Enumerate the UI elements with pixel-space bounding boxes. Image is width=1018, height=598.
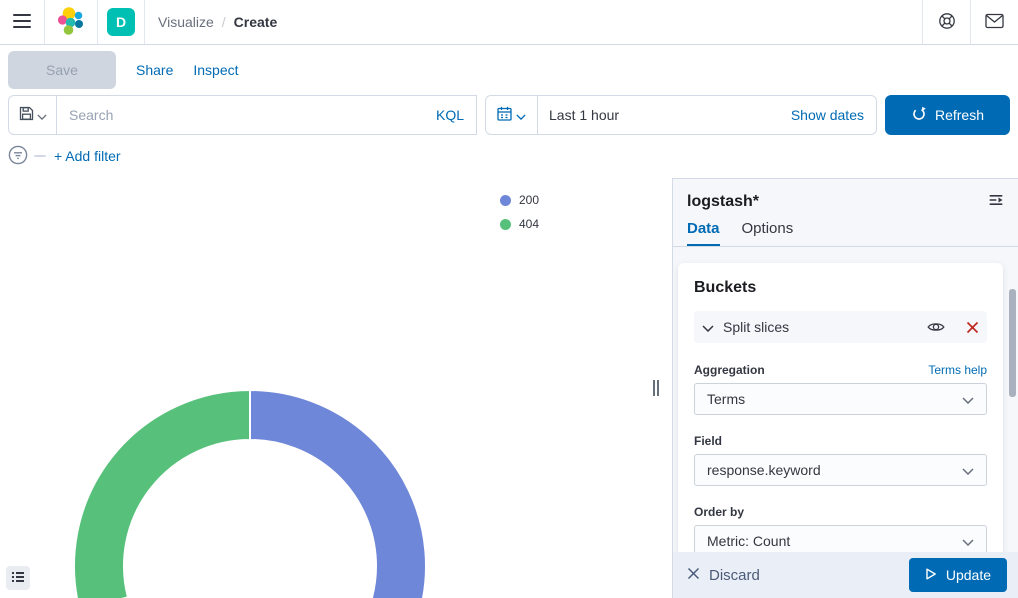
legend-toggle-button[interactable] — [6, 566, 30, 590]
aggregation-select[interactable]: Terms — [694, 383, 987, 415]
search-input[interactable] — [69, 107, 428, 123]
accordion-label: Split slices — [723, 319, 790, 335]
discard-label: Discard — [709, 566, 760, 584]
visualization-area — [0, 178, 664, 598]
chevron-down-icon — [962, 391, 974, 407]
legend-item-200[interactable]: 200 — [500, 188, 539, 212]
saved-query-icon — [19, 106, 34, 124]
header-divider — [970, 0, 971, 44]
order-by-label: Order by — [694, 505, 745, 519]
chevron-down-icon — [36, 107, 47, 123]
index-pattern-title: logstash* — [687, 192, 760, 210]
menu-icon — [13, 13, 31, 31]
legend-label: 200 — [519, 193, 540, 207]
help-icon — [938, 12, 956, 33]
aggregation-label: Aggregation — [694, 363, 765, 377]
calendar-icon — [497, 106, 512, 124]
field-select[interactable]: response.keyword — [694, 454, 987, 486]
chevron-down-icon — [702, 319, 714, 335]
order-by-label-row: Order by — [694, 505, 987, 519]
mail-icon — [985, 13, 1004, 32]
header-divider — [97, 0, 98, 44]
share-button[interactable]: Share — [136, 62, 174, 78]
chevron-down-icon — [962, 462, 974, 478]
header-actions — [922, 0, 1018, 44]
header-divider — [144, 0, 145, 44]
refresh-label: Refresh — [934, 107, 985, 123]
discard-button[interactable]: Discard — [687, 567, 760, 584]
chart-legend: 200 404 — [500, 188, 539, 236]
field-value: response.keyword — [707, 462, 821, 478]
panel-footer: Discard Update — [673, 552, 1018, 598]
breadcrumb: Visualize / Create — [145, 14, 277, 30]
breadcrumb-create: Create — [233, 14, 278, 30]
header-divider — [44, 0, 45, 44]
donut-chart[interactable] — [72, 388, 428, 598]
update-button[interactable]: Update — [908, 558, 1007, 592]
order-by-select[interactable]: Metric: Count — [694, 525, 987, 552]
inspect-button[interactable]: Inspect — [193, 62, 239, 78]
query-bar: KQL Last 1 hour Show dates — [8, 95, 1010, 135]
eye-icon[interactable] — [927, 318, 945, 336]
refresh-button[interactable]: Refresh — [885, 95, 1010, 135]
tab-data[interactable]: Data — [687, 220, 720, 246]
filter-dash — [34, 155, 46, 157]
help-button[interactable] — [923, 0, 970, 44]
saved-query-button[interactable] — [8, 95, 57, 135]
query-language-button[interactable]: KQL — [435, 107, 464, 123]
quick-select-button[interactable] — [486, 96, 538, 134]
show-dates-button[interactable]: Show dates — [790, 107, 864, 123]
breadcrumb-separator: / — [221, 14, 226, 30]
order-by-value: Metric: Count — [707, 533, 791, 549]
chevron-down-icon — [962, 533, 974, 549]
legend-dot-blue — [500, 194, 511, 206]
discard-x-icon — [687, 567, 700, 584]
buckets-title: Buckets — [694, 279, 757, 296]
save-button[interactable]: Save — [8, 51, 116, 89]
field-label: Field — [694, 434, 723, 448]
legend-list-icon — [11, 570, 25, 587]
space-selector[interactable]: D — [98, 8, 144, 36]
collapse-panel-icon[interactable] — [988, 192, 1004, 211]
legend-dot-green — [500, 218, 511, 230]
tab-options[interactable]: Options — [741, 220, 794, 237]
add-filter-button[interactable]: + Add filter — [54, 148, 121, 164]
elastic-logo-button[interactable] — [45, 0, 97, 44]
panel-resize-handle[interactable] — [648, 178, 664, 598]
breadcrumb-visualize[interactable]: Visualize — [158, 14, 214, 30]
panel-header: logstash* — [673, 179, 1018, 220]
panel-tabs: Data Options — [673, 220, 1018, 247]
buckets-card: Buckets Split slices — [678, 263, 1003, 552]
header-divider — [922, 0, 923, 44]
time-range-value[interactable]: Last 1 hour — [549, 107, 620, 123]
vis-toolbar: Save Share Inspect — [0, 45, 1018, 95]
elastic-logo — [56, 6, 86, 39]
legend-item-404[interactable]: 404 — [500, 212, 539, 236]
update-play-icon — [925, 567, 937, 583]
chevron-down-icon — [516, 107, 526, 123]
terms-help-link[interactable]: Terms help — [928, 363, 987, 377]
aggregation-value: Terms — [707, 391, 746, 407]
filter-bar: + Add filter — [8, 142, 121, 170]
update-label: Update — [945, 567, 991, 583]
refresh-icon — [911, 106, 927, 125]
field-label-row: Field — [694, 434, 987, 448]
menu-button[interactable] — [0, 0, 44, 44]
split-slices-accordion[interactable]: Split slices — [694, 311, 987, 343]
search-box: KQL — [57, 95, 477, 135]
panel-scrollbar[interactable] — [1009, 289, 1016, 397]
legend-label: 404 — [519, 217, 540, 231]
aggregation-label-row: Aggregation Terms help — [694, 363, 987, 377]
space-badge: D — [107, 8, 135, 36]
date-picker: Last 1 hour Show dates — [485, 95, 877, 135]
editor-side-panel: logstash* Data Options Buckets Split sli — [672, 178, 1018, 598]
newsfeed-button[interactable] — [971, 0, 1018, 44]
filter-icon[interactable] — [8, 145, 28, 168]
top-header: D Visualize / Create — [0, 0, 1018, 45]
remove-icon[interactable] — [966, 321, 979, 334]
